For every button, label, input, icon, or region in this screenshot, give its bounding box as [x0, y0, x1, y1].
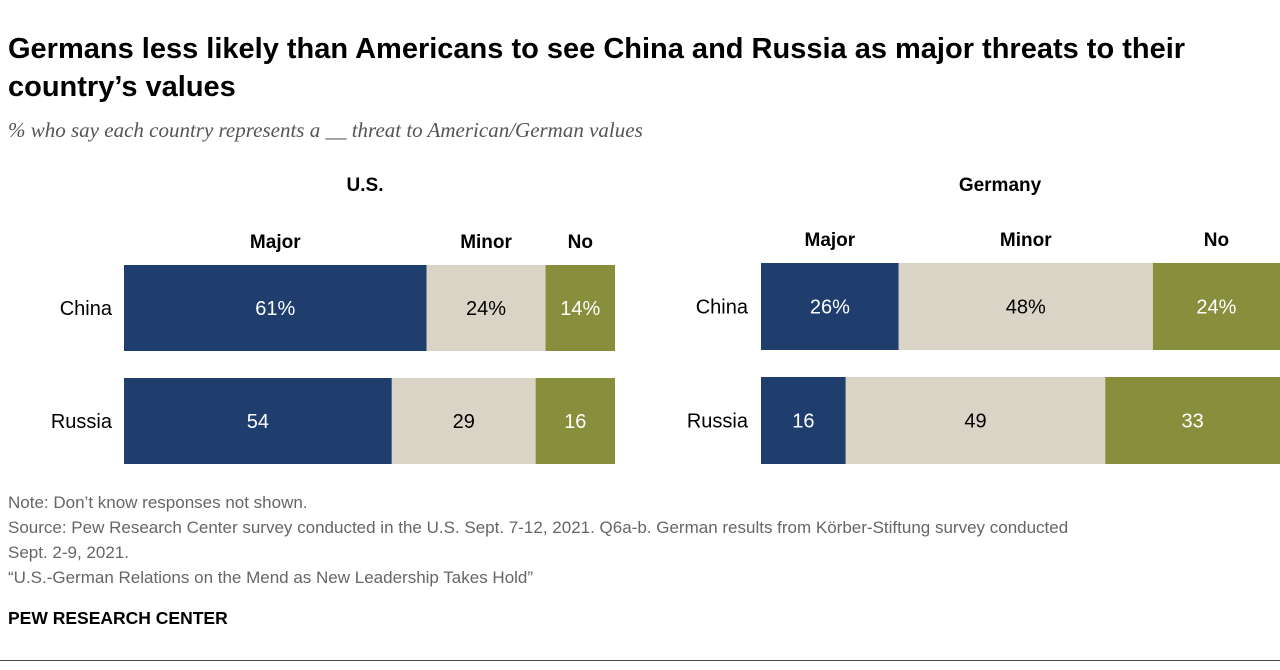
column-header-major: Major	[250, 232, 301, 253]
chart-title: Germans less likely than Americans to se…	[8, 33, 1186, 103]
column-header-minor: Minor	[460, 232, 512, 253]
notes-block: Note: Don’t know responses not shown. So…	[8, 490, 1273, 590]
chart-subtitle: % who say each country represents a __ t…	[8, 118, 643, 142]
bar-us-russia-no	[535, 378, 615, 464]
data-label-germany-china-major: 26%	[810, 297, 850, 319]
bar-us-china-no	[545, 265, 615, 351]
category-label-china: China	[60, 298, 113, 320]
bar-germany-china-major	[761, 263, 899, 350]
bar-us-china-minor	[426, 265, 546, 351]
data-label-germany-russia-major: 16	[792, 411, 814, 433]
data-label-us-russia-minor: 29	[453, 411, 475, 433]
data-label-germany-russia-minor: 49	[964, 411, 986, 433]
bar-germany-russia-minor	[845, 377, 1106, 464]
source-text-line1: Source: Pew Research Center survey condu…	[8, 518, 1069, 537]
bar-germany-russia-no	[1105, 377, 1280, 464]
pew-logo-text: PEW RESEARCH CENTER	[8, 608, 228, 628]
category-label-russia: Russia	[51, 411, 113, 433]
source-text-line2: Sept. 2-9, 2021.	[8, 543, 129, 562]
panel-title-us: U.S.	[347, 175, 384, 196]
bar-germany-china-minor	[898, 263, 1153, 350]
bottom-divider	[0, 660, 1280, 661]
column-header-no: No	[568, 232, 593, 253]
data-label-germany-russia-no: 33	[1181, 411, 1203, 433]
bar-us-russia-minor	[391, 378, 536, 464]
data-label-germany-china-minor: 48%	[1006, 297, 1046, 319]
panel-title-germany: Germany	[959, 175, 1042, 196]
data-label-germany-china-no: 24%	[1196, 297, 1236, 319]
note-text: Note: Don’t know responses not shown.	[8, 493, 308, 512]
bar-us-china-major	[124, 265, 427, 351]
column-header-no: No	[1204, 230, 1229, 251]
data-label-us-china-no: 14%	[560, 298, 600, 320]
data-label-us-china-minor: 24%	[466, 298, 506, 320]
stacked-bar-charts: U.S. Major Minor No China 61% 24% 14% Russia 54 29…	[51, 175, 1280, 464]
data-label-us-russia-no: 16	[564, 411, 586, 433]
bar-germany-russia-major	[761, 377, 846, 464]
bar-germany-china-no	[1152, 263, 1280, 350]
column-header-minor: Minor	[1000, 230, 1052, 251]
category-label-russia: Russia	[687, 411, 749, 433]
data-label-us-russia-major: 54	[247, 411, 269, 433]
report-title-text: “U.S.-German Relations on the Mend as Ne…	[8, 568, 534, 587]
column-header-major: Major	[805, 230, 856, 251]
bar-us-russia-major	[124, 378, 392, 464]
category-label-china: China	[696, 297, 749, 319]
data-label-us-china-major: 61%	[255, 298, 295, 320]
